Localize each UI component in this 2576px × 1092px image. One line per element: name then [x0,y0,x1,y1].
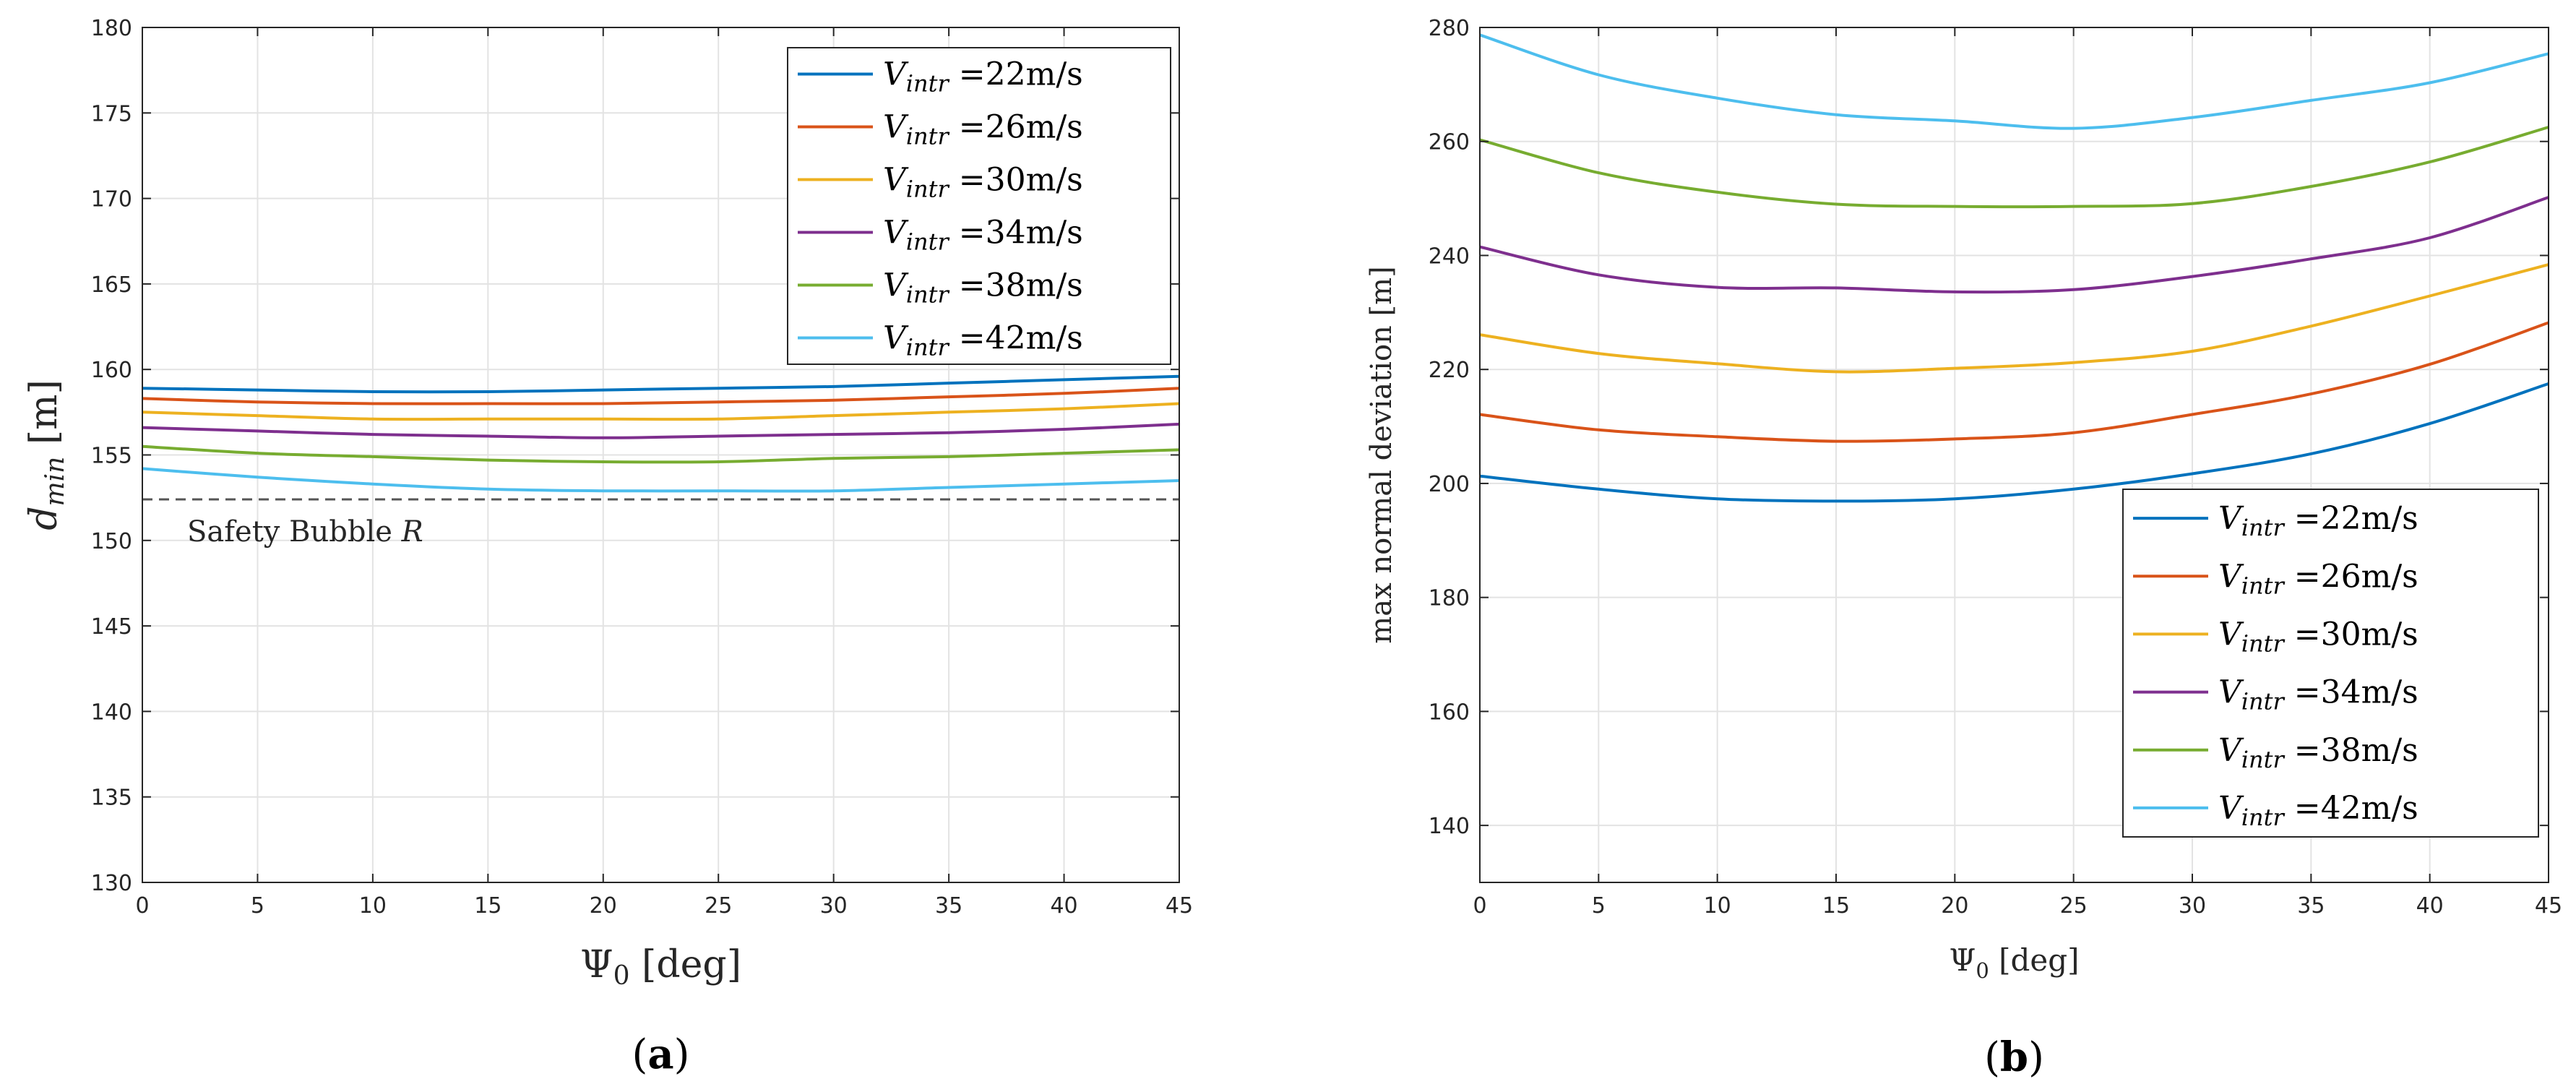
x-tick-label: 30 [2179,893,2206,919]
y-axis-label: max normal deviation [m] [1365,266,1398,643]
series-group [1479,33,2549,503]
x-tick-label: 35 [2297,893,2325,919]
series-line-1 [1479,382,2549,503]
y-tick-label: 160 [1429,700,1470,725]
y-tick-label: 260 [1429,130,1470,155]
legend-label-1: Vintr =22m/s [883,56,1083,98]
legend-box [787,47,1171,365]
series-line-1 [142,374,1180,394]
x-tick-label: 25 [705,893,732,919]
y-tick-label: 150 [91,529,132,554]
safety-bubble-label: Safety Bubble R [187,515,423,549]
legend-label-4: Vintr =34m/s [883,215,1083,256]
panel-label: (b) [1984,1033,2044,1081]
legend-label-6: Vintr =42m/s [883,320,1083,361]
legend-label-1: Vintr =22m/s [2218,500,2418,541]
legend: Vintr =22m/s Vintr =26m/s Vintr =30m/s Vint… [2122,489,2539,838]
x-tick-label: 25 [2060,893,2088,919]
y-tick-label: 240 [1429,244,1470,269]
legend-label-4: Vintr =34m/s [2218,674,2418,715]
legend-label-6: Vintr =42m/s [2218,790,2418,831]
y-tick-label: 180 [1429,586,1470,611]
legend-label-2: Vintr =26m/s [883,109,1083,150]
y-tick-label: 165 [91,272,132,298]
x-axis-label: Ψ0 [deg] [1949,942,2079,983]
x-tick-label: 45 [2535,893,2562,919]
x-tick-label: 5 [251,893,264,919]
x-tick-label: 15 [474,893,501,919]
x-tick-label: 10 [359,893,387,919]
y-tick-label: 130 [91,871,132,896]
x-tick-label: 20 [590,893,617,919]
legend-label-3: Vintr =30m/s [883,162,1083,203]
chart-a: Safety Bubble R 0 5 10 15 20 25 30 35 40 45 130 135 1… [22,16,1193,1078]
ticks: 0 5 10 15 20 25 30 35 40 45 130 135 140 145 150 155 160 1… [91,16,1193,919]
chart-b: 0 5 10 15 20 25 30 35 40 45 140 160 180 200 220 240 260 2… [1365,16,2562,1081]
y-tick-label: 140 [91,700,132,725]
ticks: 0 5 10 15 20 25 30 35 40 45 140 160 180 200 220 240 260 2… [1429,16,2562,919]
y-tick-label: 175 [91,101,132,126]
x-axis-label: Ψ0 [deg] [580,943,741,991]
series-line-4 [1479,196,2549,294]
x-tick-label: 40 [1050,893,1077,919]
x-tick-label: 30 [820,893,848,919]
x-tick-label: 0 [135,893,149,919]
series-line-6 [1479,33,2549,130]
y-tick-label: 135 [91,786,132,811]
legend-label-2: Vintr =26m/s [2218,558,2418,599]
legend-label-3: Vintr =30m/s [2218,616,2418,657]
x-tick-label: 0 [1473,893,1486,919]
y-axis-label: dmin [m] [22,379,70,530]
series-line-2 [142,387,1180,405]
series-line-3 [142,402,1180,421]
x-tick-label: 5 [1592,893,1606,919]
series-line-6 [142,467,1180,493]
legend-box [2122,489,2539,838]
y-tick-label: 280 [1429,16,1470,41]
x-tick-label: 45 [1166,893,1193,919]
legend-label-5: Vintr =38m/s [883,267,1083,309]
series-line-5 [1479,126,2549,209]
y-tick-label: 220 [1429,358,1470,383]
x-tick-label: 35 [935,893,962,919]
series-group [142,374,1180,493]
y-tick-label: 155 [91,444,132,469]
x-tick-label: 10 [1704,893,1731,919]
y-tick-label: 170 [91,187,132,212]
legend-label-5: Vintr =38m/s [2218,732,2418,773]
series-line-5 [142,444,1180,464]
y-tick-label: 145 [91,614,132,640]
x-tick-label: 15 [1822,893,1850,919]
y-tick-label: 160 [91,358,132,383]
y-tick-label: 200 [1429,472,1470,497]
y-tick-label: 140 [1429,814,1470,839]
y-tick-label: 180 [91,16,132,41]
x-tick-label: 20 [1941,893,1968,919]
series-line-4 [142,422,1180,439]
x-tick-label: 40 [2416,893,2444,919]
series-line-3 [1479,263,2549,374]
panel-label: (a) [632,1031,689,1078]
series-line-2 [1479,321,2549,443]
legend: Vintr =22m/s Vintr =26m/s Vintr =30m/s Vint… [787,47,1171,365]
axes-box [1479,27,2549,883]
